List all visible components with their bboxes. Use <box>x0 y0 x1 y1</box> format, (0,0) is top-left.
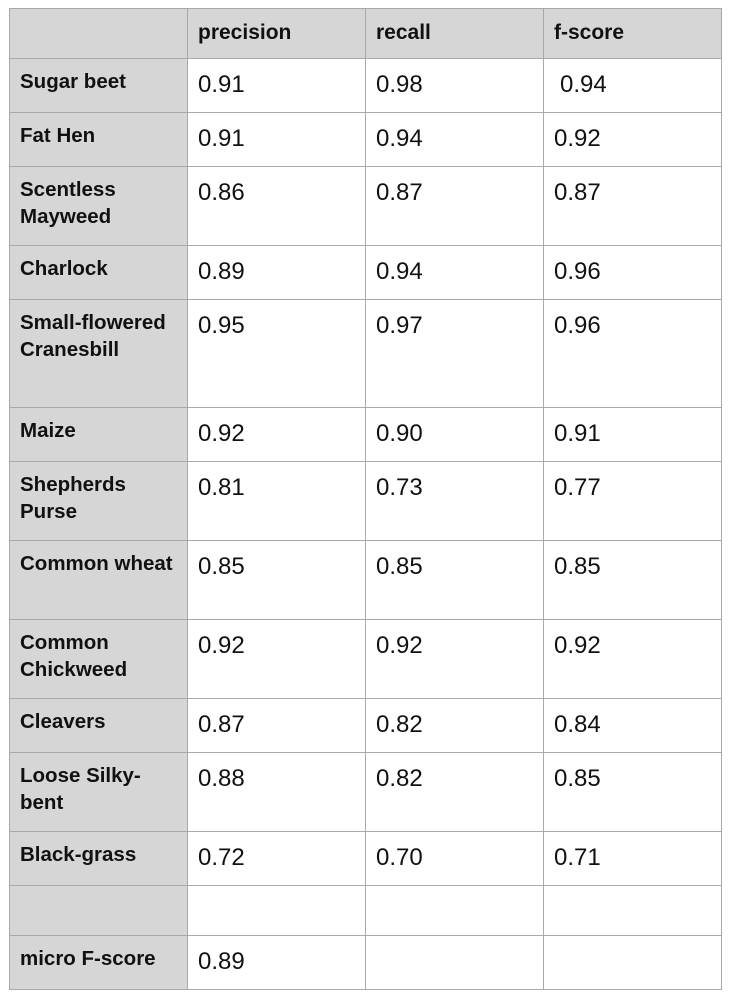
f-score-cell <box>543 885 722 936</box>
recall-cell: 0.82 <box>365 752 544 832</box>
f-score-cell: 0.91 <box>543 407 722 462</box>
table-row: Sugar beet 0.91 0.98 0.94 <box>9 58 722 113</box>
recall-cell: 0.97 <box>365 299 544 408</box>
recall-cell: 0.87 <box>365 166 544 246</box>
row-label: Cleavers <box>9 698 188 753</box>
precision-cell: 0.92 <box>187 619 366 699</box>
precision-cell <box>187 885 366 936</box>
precision-cell: 0.91 <box>187 58 366 113</box>
column-header-precision: precision <box>187 8 366 59</box>
precision-cell: 0.91 <box>187 112 366 167</box>
table-row: Common wheat 0.85 0.85 0.85 <box>9 540 722 620</box>
row-label: Loose Silky-bent <box>9 752 188 832</box>
precision-cell: 0.95 <box>187 299 366 408</box>
precision-cell: 0.88 <box>187 752 366 832</box>
recall-cell: 0.92 <box>365 619 544 699</box>
table-row: Maize 0.92 0.90 0.91 <box>9 407 722 462</box>
recall-cell: 0.70 <box>365 831 544 886</box>
f-score-cell <box>543 935 722 990</box>
table-row: Small-flowered Cranesbill 0.95 0.97 0.96 <box>9 299 722 408</box>
table-row: Scentless Mayweed 0.86 0.87 0.87 <box>9 166 722 246</box>
f-score-cell: 0.71 <box>543 831 722 886</box>
table-row: Common Chickweed 0.92 0.92 0.92 <box>9 619 722 699</box>
corner-cell <box>9 8 188 59</box>
recall-cell: 0.98 <box>365 58 544 113</box>
recall-cell <box>365 935 544 990</box>
f-score-cell: 0.94 <box>543 58 722 113</box>
row-label: Charlock <box>9 245 188 300</box>
f-score-cell: 0.96 <box>543 299 722 408</box>
row-label: micro F-score <box>9 935 188 990</box>
row-label: Fat Hen <box>9 112 188 167</box>
table-row: Cleavers 0.87 0.82 0.84 <box>9 698 722 753</box>
results-table: precision recall f-score Sugar beet 0.91… <box>9 8 722 990</box>
table-row: Shepherds Purse 0.81 0.73 0.77 <box>9 461 722 541</box>
precision-cell: 0.85 <box>187 540 366 620</box>
f-score-cell: 0.92 <box>543 619 722 699</box>
table-row: Fat Hen 0.91 0.94 0.92 <box>9 112 722 167</box>
recall-cell: 0.85 <box>365 540 544 620</box>
f-score-cell: 0.96 <box>543 245 722 300</box>
f-score-cell: 0.92 <box>543 112 722 167</box>
recall-cell: 0.82 <box>365 698 544 753</box>
micro-f-score-value: 0.89 <box>187 935 366 990</box>
recall-cell: 0.94 <box>365 112 544 167</box>
summary-row: micro F-score 0.89 <box>9 935 722 990</box>
f-score-cell: 0.87 <box>543 166 722 246</box>
recall-cell: 0.90 <box>365 407 544 462</box>
precision-cell: 0.92 <box>187 407 366 462</box>
table-row: Loose Silky-bent 0.88 0.82 0.85 <box>9 752 722 832</box>
header-row: precision recall f-score <box>9 8 722 59</box>
precision-cell: 0.89 <box>187 245 366 300</box>
table-row: Charlock 0.89 0.94 0.96 <box>9 245 722 300</box>
row-label: Maize <box>9 407 188 462</box>
recall-cell: 0.94 <box>365 245 544 300</box>
row-label: Scentless Mayweed <box>9 166 188 246</box>
column-header-f-score: f-score <box>543 8 722 59</box>
row-label <box>9 885 188 936</box>
row-label: Black-grass <box>9 831 188 886</box>
row-label: Small-flowered Cranesbill <box>9 299 188 408</box>
table-row: Black-grass 0.72 0.70 0.71 <box>9 831 722 886</box>
row-label: Common wheat <box>9 540 188 620</box>
column-header-recall: recall <box>365 8 544 59</box>
row-label: Shepherds Purse <box>9 461 188 541</box>
precision-cell: 0.72 <box>187 831 366 886</box>
recall-cell: 0.73 <box>365 461 544 541</box>
precision-cell: 0.87 <box>187 698 366 753</box>
f-score-cell: 0.85 <box>543 752 722 832</box>
f-score-cell: 0.85 <box>543 540 722 620</box>
row-label: Sugar beet <box>9 58 188 113</box>
precision-cell: 0.81 <box>187 461 366 541</box>
precision-cell: 0.86 <box>187 166 366 246</box>
recall-cell <box>365 885 544 936</box>
f-score-cell: 0.77 <box>543 461 722 541</box>
row-label: Common Chickweed <box>9 619 188 699</box>
empty-row <box>9 885 722 936</box>
f-score-cell: 0.84 <box>543 698 722 753</box>
